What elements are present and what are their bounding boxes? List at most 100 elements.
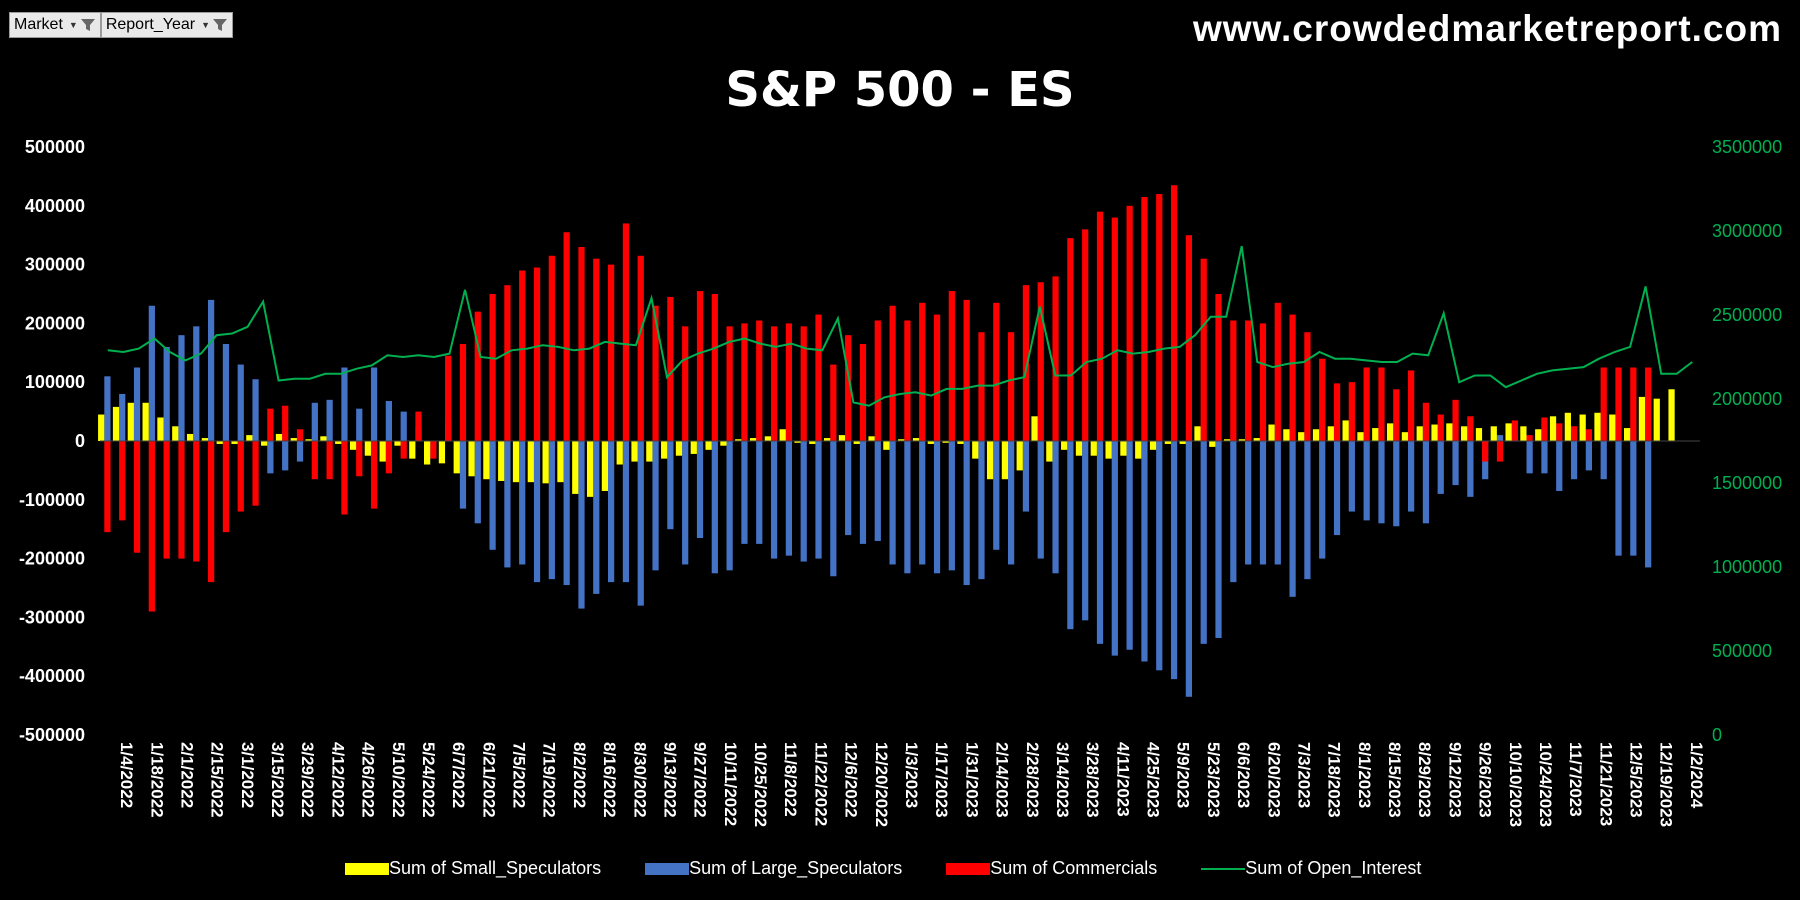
bar-small-speculators [1416, 426, 1423, 441]
bar-large-speculators [1645, 441, 1652, 568]
bar-large-speculators [622, 441, 630, 583]
bar-large-speculators [1304, 441, 1311, 580]
bar-commercials [1585, 429, 1592, 441]
bar-large-speculators [652, 441, 659, 571]
x-axis-tick-label: 7/3/2023 [1294, 742, 1313, 808]
bar-small-speculators [1638, 396, 1646, 441]
bar-small-speculators [112, 406, 120, 441]
bar-commercials [933, 314, 941, 441]
bar-commercials [1259, 323, 1267, 441]
bar-commercials [1245, 320, 1252, 441]
bar-small-speculators [1624, 428, 1631, 441]
bar-large-speculators [770, 441, 778, 559]
bar-commercials [1408, 370, 1415, 441]
bar-commercials [133, 441, 141, 553]
bar-small-speculators [1549, 416, 1557, 441]
x-axis-tick-label: 11/21/2023 [1596, 742, 1615, 826]
bar-large-speculators [1541, 441, 1548, 474]
bar-commercials [445, 355, 452, 441]
bar-commercials [726, 326, 733, 441]
bar-large-speculators [1467, 441, 1474, 497]
x-axis-tick-label: 8/1/2023 [1355, 742, 1374, 808]
bar-large-speculators [1215, 441, 1222, 638]
bar-large-speculators [741, 441, 748, 544]
x-axis-tick-label: 6/7/2022 [449, 742, 468, 808]
bar-large-speculators [119, 393, 126, 441]
bar-small-speculators [794, 441, 801, 443]
bar-small-speculators [424, 441, 431, 465]
x-axis-tick-label: 9/27/2022 [691, 742, 710, 818]
bar-small-speculators [349, 441, 357, 450]
legend-label-large: Sum of Large_Speculators [689, 858, 903, 878]
x-axis-tick-label: 1/2/2024 [1687, 742, 1706, 809]
bar-large-speculators [919, 441, 926, 565]
bar-commercials [282, 405, 289, 441]
x-axis-tick-label: 8/30/2022 [630, 742, 649, 818]
bar-small-speculators [1475, 428, 1483, 441]
bar-large-speculators [1141, 441, 1148, 662]
bar-large-speculators [474, 441, 481, 524]
bar-small-speculators [1579, 414, 1586, 441]
filter-market-label: Market [14, 16, 63, 33]
bar-small-speculators [1149, 441, 1157, 450]
bar-commercials [711, 294, 718, 441]
bar-large-speculators [815, 441, 822, 559]
bar-commercials [1082, 229, 1089, 441]
bar-small-speculators [246, 435, 253, 441]
bar-small-speculators [409, 441, 416, 459]
bar-large-speculators [578, 441, 585, 609]
bar-small-speculators [1535, 429, 1542, 441]
legend-label-small: Sum of Small_Speculators [389, 858, 602, 878]
bar-commercials [800, 326, 807, 441]
x-axis-tick-label: 12/5/2023 [1627, 742, 1646, 818]
bar-small-speculators [1342, 420, 1349, 441]
bar-small-speculators [290, 438, 297, 441]
bar-large-speculators [889, 441, 896, 565]
bar-commercials [770, 326, 778, 441]
bar-large-speculators [948, 441, 955, 571]
bar-commercials [1556, 423, 1563, 441]
bar-large-speculators [1600, 441, 1607, 480]
bar-small-speculators [438, 441, 446, 464]
bar-commercials [1496, 441, 1504, 462]
bar-commercials [785, 323, 792, 441]
bar-small-speculators [1120, 441, 1127, 456]
bar-large-speculators [1615, 441, 1622, 556]
bar-small-speculators [201, 438, 208, 441]
bar-commercials [578, 246, 585, 441]
bar-small-speculators [1224, 439, 1231, 441]
bar-large-speculators [726, 441, 733, 571]
bar-commercials [1452, 399, 1459, 441]
bar-small-speculators [498, 441, 505, 481]
bar-commercials [637, 255, 644, 441]
bar-commercials [948, 291, 955, 441]
x-axis-tick-label: 4/12/2022 [328, 742, 347, 818]
bar-commercials [519, 270, 526, 441]
bar-small-speculators [1031, 416, 1038, 441]
bar-small-speculators [186, 433, 194, 441]
bar-large-speculators [1452, 441, 1459, 486]
bar-small-speculators [735, 439, 742, 441]
right-axis-tick-label: 2000000 [1712, 389, 1782, 409]
bar-large-speculators [193, 326, 200, 441]
bar-small-speculators [557, 441, 564, 483]
filter-market-button[interactable]: Market ▼ [9, 12, 101, 38]
filter-report-year-button[interactable]: Report_Year ▼ [100, 12, 233, 38]
bar-commercials [845, 335, 852, 441]
bar-large-speculators [1185, 441, 1192, 697]
x-axis-tick-label: 9/12/2023 [1445, 742, 1464, 818]
bar-large-speculators [1319, 441, 1326, 559]
bar-small-speculators [261, 441, 268, 446]
bar-large-speculators [1378, 441, 1385, 524]
dropdown-arrow-icon: ▼ [68, 20, 78, 30]
right-axis-tick-label: 500000 [1712, 641, 1772, 661]
bar-commercials [178, 441, 185, 559]
bar-small-speculators [646, 441, 653, 462]
bar-commercials [548, 255, 555, 441]
legend-label-commercials: Sum of Commercials [990, 858, 1158, 878]
bar-large-speculators [1348, 441, 1355, 512]
x-axis-tick-label: 8/2/2022 [570, 742, 589, 808]
bar-commercials [978, 332, 985, 441]
bar-commercials [1096, 211, 1104, 441]
bar-small-speculators [824, 438, 831, 441]
